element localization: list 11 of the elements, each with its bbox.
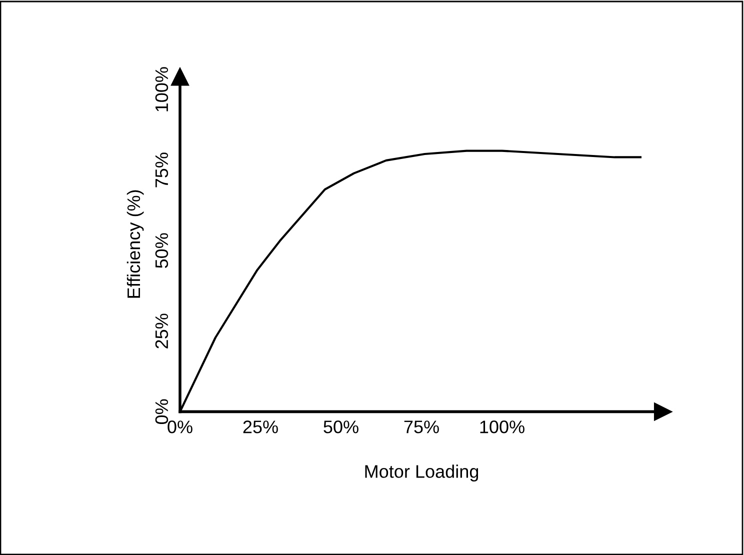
- x-tick-label: 50%: [324, 420, 358, 434]
- x-tick-label: 100%: [480, 420, 524, 434]
- y-axis-title: Efficiency (%): [126, 190, 144, 298]
- x-tick-label: 25%: [243, 420, 278, 434]
- y-tick-label: 50%: [155, 233, 168, 268]
- y-tick-label: 75%: [155, 152, 168, 188]
- x-axis-title: Motor Loading: [365, 464, 478, 482]
- y-tick-label: 25%: [155, 314, 168, 348]
- x-tick-label: 75%: [404, 420, 439, 434]
- y-tick-label: 100%: [155, 67, 168, 112]
- x-tick-label: 0%: [168, 420, 192, 434]
